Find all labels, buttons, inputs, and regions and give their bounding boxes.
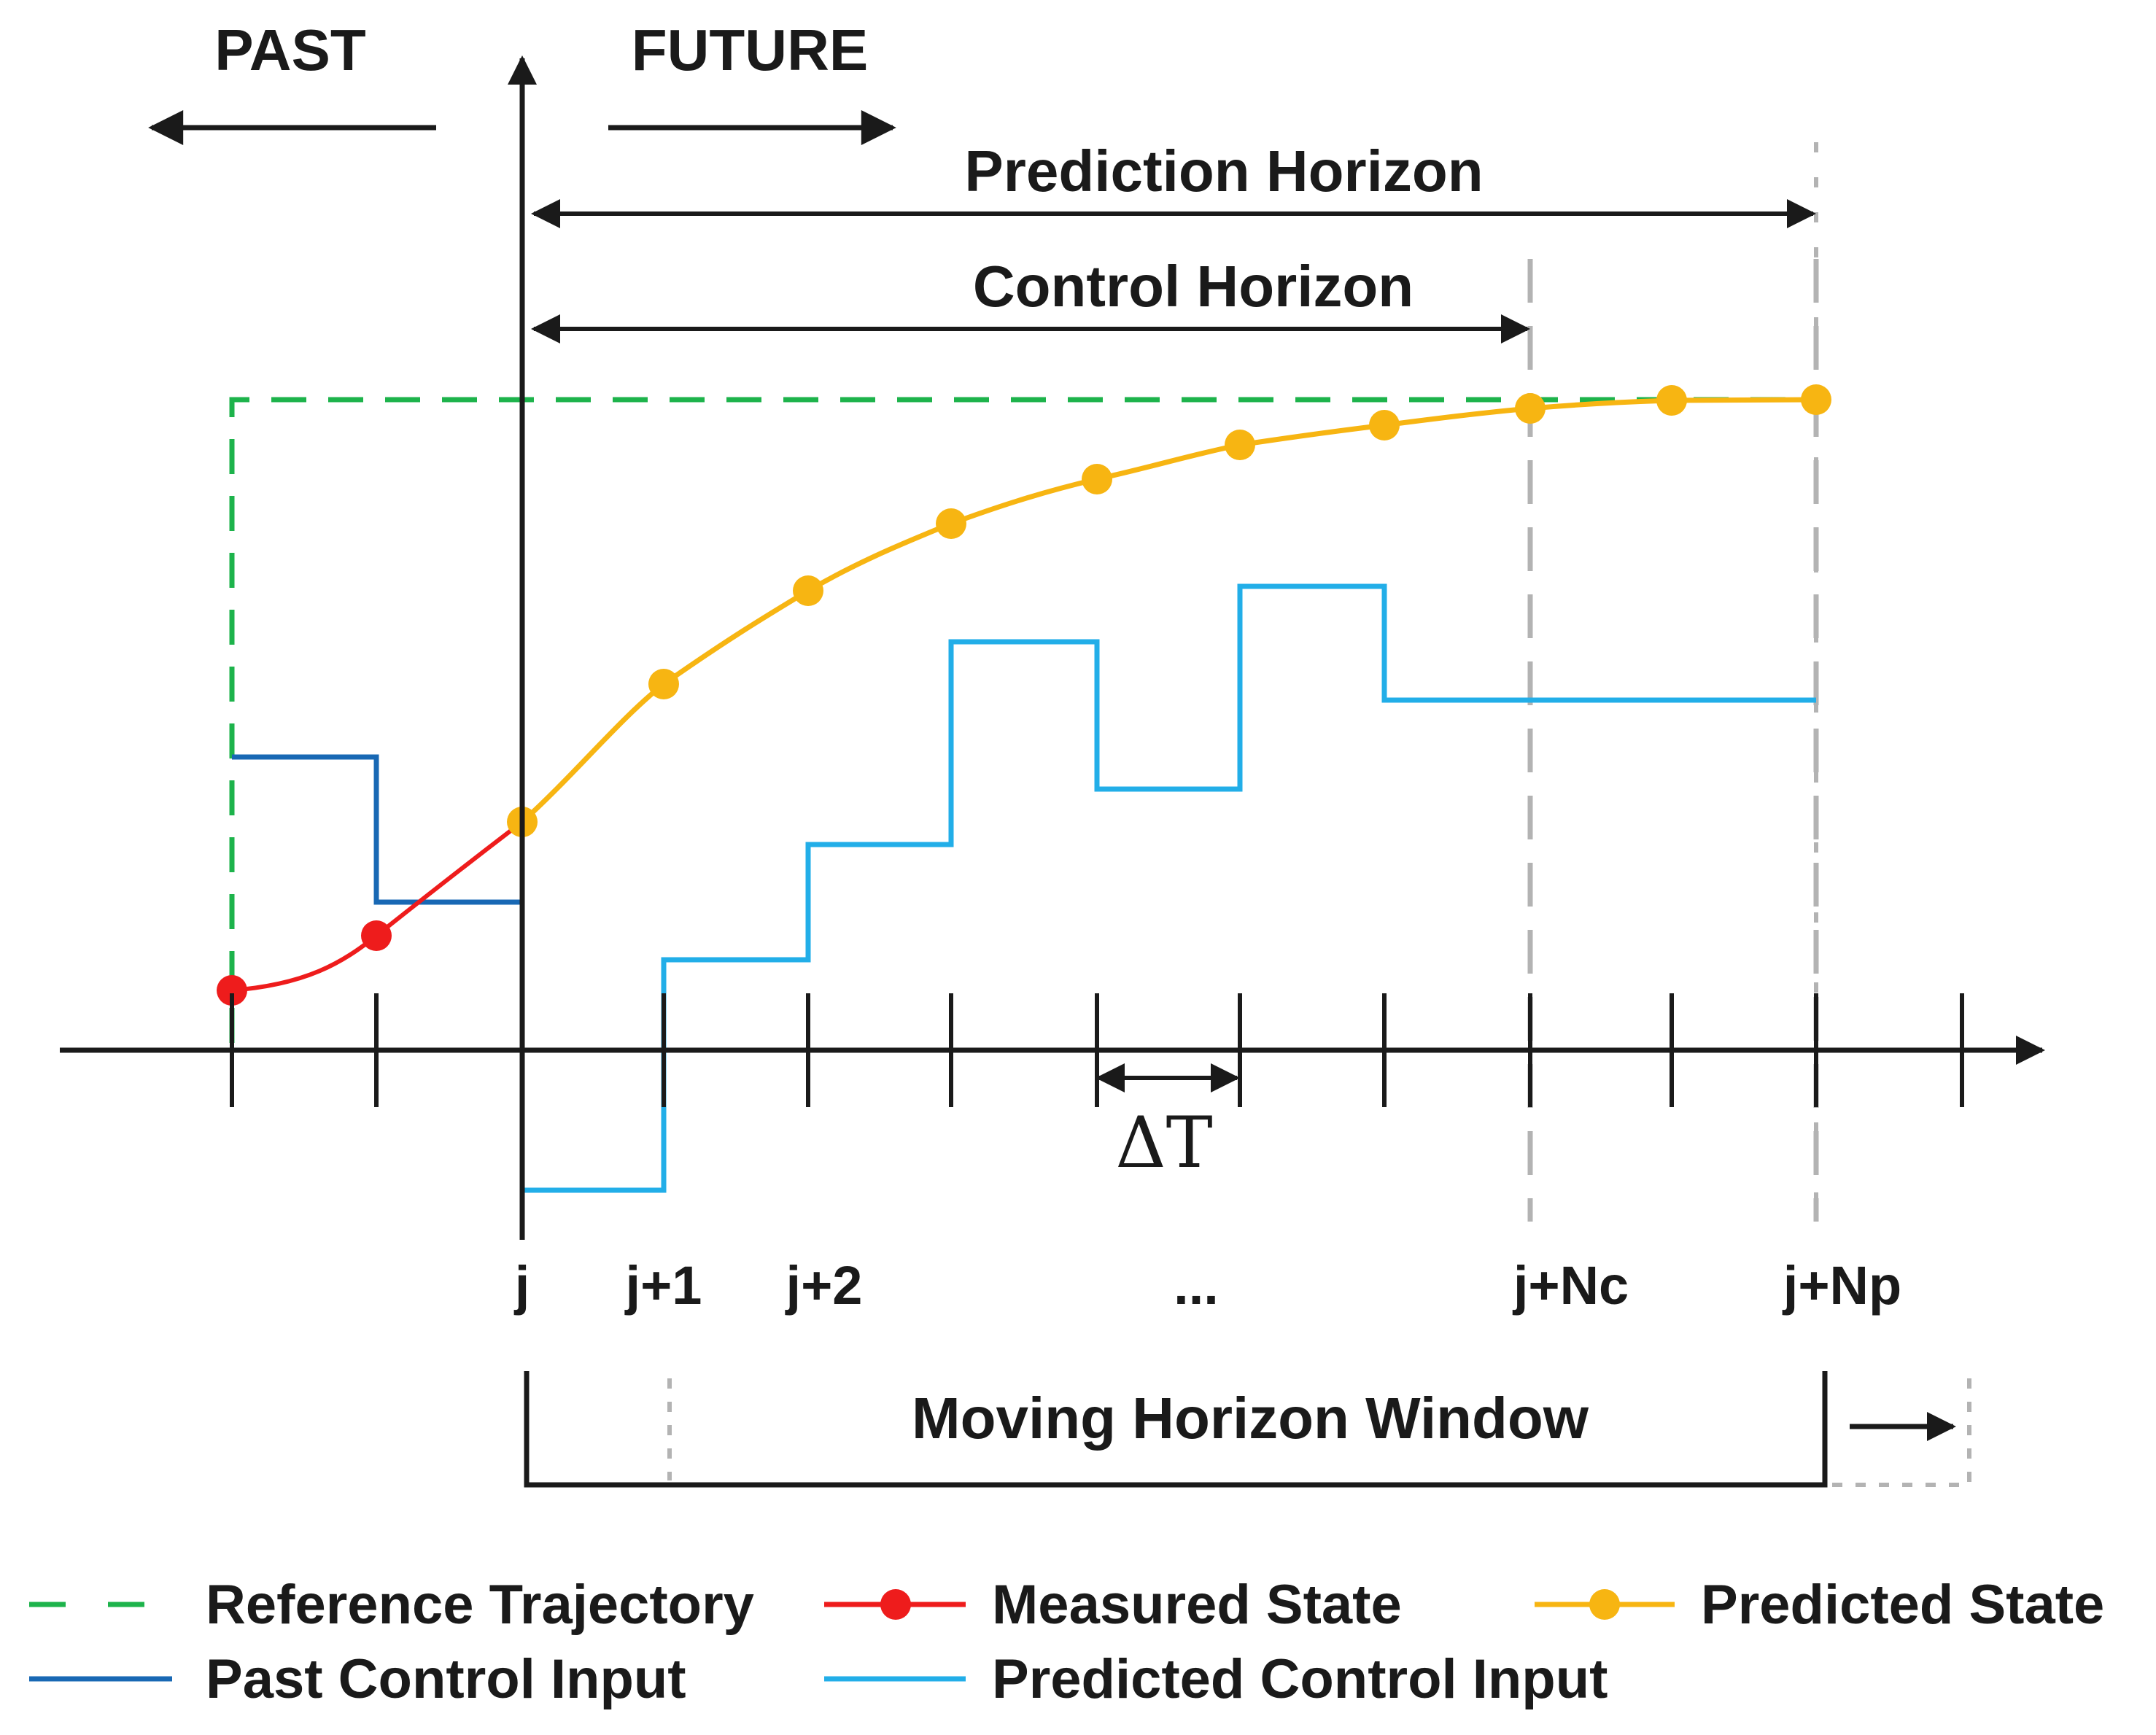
legend-label: Measured State xyxy=(992,1574,1402,1636)
legend-label: Reference Trajectory xyxy=(206,1574,754,1636)
tick-label-j-plus-nc: j+Nc xyxy=(1512,1255,1629,1316)
legend-item-predicted: Predicted State xyxy=(1535,1574,2104,1636)
prediction-horizon-label: Prediction Horizon xyxy=(964,139,1483,203)
shifted-window-bracket xyxy=(1832,1371,1971,1487)
predicted-state-point xyxy=(1369,410,1400,440)
tick-label-j: j xyxy=(513,1255,530,1316)
past-label: PAST xyxy=(214,18,366,82)
past-control-input xyxy=(232,754,525,1190)
measured-state-point xyxy=(217,975,247,1006)
predicted-state-point xyxy=(1656,385,1687,416)
predicted-state-point xyxy=(648,669,679,699)
tick-label-j-plus-np: j+Np xyxy=(1782,1255,1901,1316)
legend-label: Predicted State xyxy=(1701,1574,2104,1636)
moving-window-bracket xyxy=(524,1371,1828,1488)
legend-item-measured: Measured State xyxy=(824,1574,1402,1636)
tick-label-j-plus-1: j+1 xyxy=(624,1255,702,1316)
legend-swatch-marker xyxy=(880,1589,911,1620)
legend-label: Predicted Control Input xyxy=(992,1648,1608,1710)
predicted-state-point xyxy=(1082,464,1112,494)
predicted-state-point xyxy=(1515,393,1546,424)
measured-state-point xyxy=(361,920,392,951)
predicted-control-input xyxy=(522,583,1816,1193)
control-horizon-label: Control Horizon xyxy=(973,254,1414,319)
predicted-state-point xyxy=(936,508,966,539)
tick-label-ellipsis: ... xyxy=(1174,1255,1219,1316)
moving-window-label: Moving Horizon Window xyxy=(912,1386,1589,1451)
predicted-state-point xyxy=(1801,384,1831,415)
legend-item-reference: Reference Trajectory xyxy=(29,1574,754,1636)
legend-item-predicted-input: Predicted Control Input xyxy=(824,1648,1608,1710)
legend-item-past-input: Past Control Input xyxy=(29,1648,686,1710)
predicted-state-point xyxy=(1225,430,1255,460)
legend-swatch-marker xyxy=(1589,1589,1620,1620)
predicted-state-curve xyxy=(520,397,1817,824)
legend-label: Past Control Input xyxy=(206,1648,686,1710)
tick-label-j-plus-2: j+2 xyxy=(785,1255,863,1316)
legend: Reference Trajectory Measured State Pred… xyxy=(29,1574,2104,1710)
reference-trajectory xyxy=(229,397,1823,1043)
predicted-state-point xyxy=(793,575,823,606)
future-label: FUTURE xyxy=(632,18,868,82)
delta-t-label: ΔT xyxy=(1115,1102,1212,1184)
